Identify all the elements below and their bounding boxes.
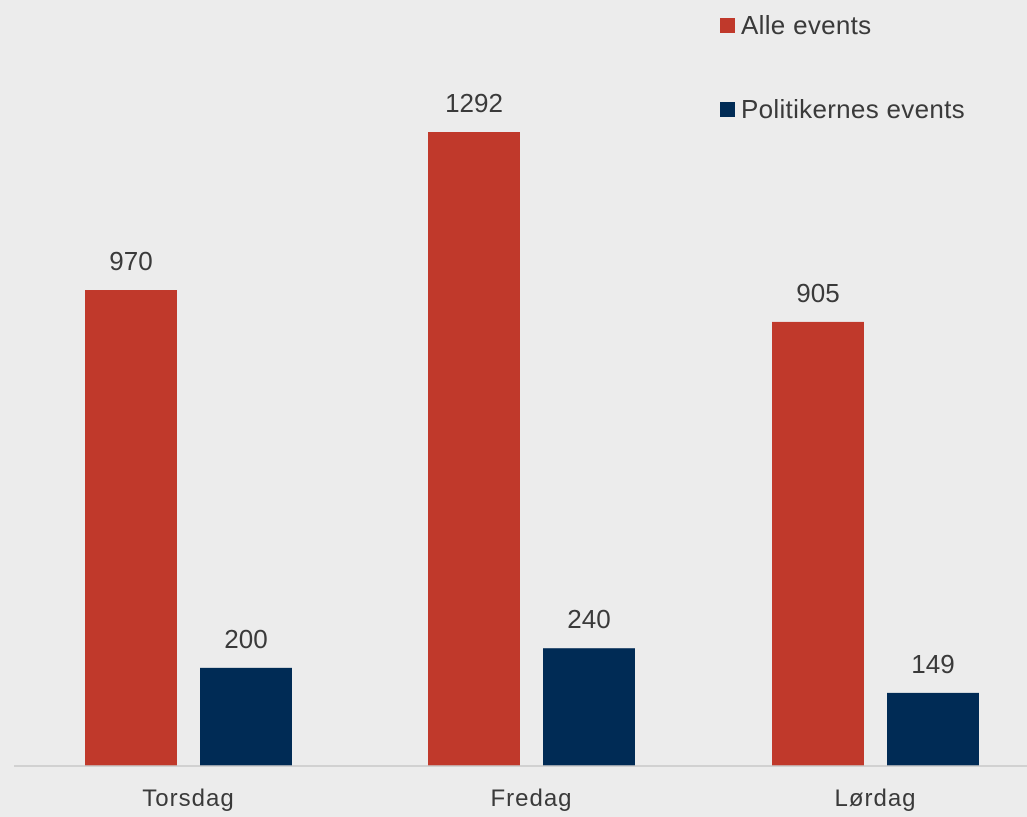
data-labels-layer: 970 200 1292 240 905 149 xyxy=(109,88,954,679)
bar-lordag-alle-events xyxy=(772,321,864,766)
legend-swatch-all-events xyxy=(720,17,735,33)
data-label-torsdag-politikernes-events: 200 xyxy=(224,624,267,654)
data-label-torsdag-alle-events: 970 xyxy=(109,246,152,276)
x-tick-label-fredag: Fredag xyxy=(490,785,572,812)
legend-item-politicians-events: Politikernes events xyxy=(720,94,965,124)
bar-torsdag-politikernes-events xyxy=(200,667,292,766)
bar-fredag-politikernes-events xyxy=(543,648,635,766)
x-axis-tick-labels: Torsdag Fredag Lørdag xyxy=(142,785,916,812)
bar-fredag-alle-events xyxy=(428,132,520,766)
legend-label-all-events: Alle events xyxy=(741,10,872,40)
legend: Alle events Politikernes events xyxy=(720,0,1027,140)
data-label-lordag-alle-events: 905 xyxy=(796,278,839,308)
data-label-fredag-alle-events: 1292 xyxy=(445,88,503,118)
legend-label-politicians-events: Politikernes events xyxy=(741,94,965,124)
data-label-lordag-politikernes-events: 149 xyxy=(911,649,954,679)
legend-item-all-events: Alle events xyxy=(720,10,871,40)
data-label-fredag-politikernes-events: 240 xyxy=(567,604,610,634)
bars-layer xyxy=(85,132,979,766)
bar-torsdag-alle-events xyxy=(85,290,177,766)
bar-lordag-politikernes-events xyxy=(887,692,979,766)
legend-swatch-politicians-events xyxy=(720,101,735,117)
x-tick-label-lordag: Lørdag xyxy=(834,785,916,812)
x-tick-label-torsdag: Torsdag xyxy=(142,785,234,812)
